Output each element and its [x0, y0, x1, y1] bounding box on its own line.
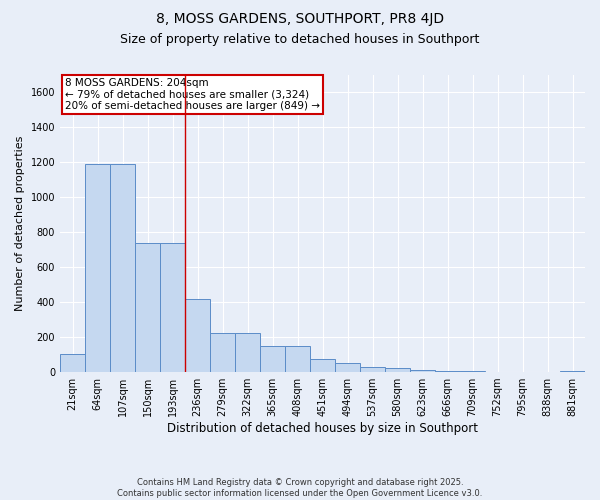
Bar [185, 298, 210, 372]
Bar [335, 364, 360, 372]
Y-axis label: Number of detached properties: Number of detached properties [15, 136, 25, 311]
Bar [360, 367, 385, 372]
Bar [235, 333, 260, 372]
Text: Contains HM Land Registry data © Crown copyright and database right 2025.
Contai: Contains HM Land Registry data © Crown c… [118, 478, 482, 498]
Bar [160, 243, 185, 372]
Bar [60, 354, 85, 372]
Text: Size of property relative to detached houses in Southport: Size of property relative to detached ho… [121, 32, 479, 46]
Bar [85, 164, 110, 372]
Bar [410, 370, 435, 372]
Text: 8 MOSS GARDENS: 204sqm
← 79% of detached houses are smaller (3,324)
20% of semi-: 8 MOSS GARDENS: 204sqm ← 79% of detached… [65, 78, 320, 111]
Bar [560, 370, 585, 372]
Text: 8, MOSS GARDENS, SOUTHPORT, PR8 4JD: 8, MOSS GARDENS, SOUTHPORT, PR8 4JD [156, 12, 444, 26]
X-axis label: Distribution of detached houses by size in Southport: Distribution of detached houses by size … [167, 422, 478, 435]
Bar [110, 164, 135, 372]
Bar [310, 359, 335, 372]
Bar [460, 371, 485, 372]
Bar [285, 346, 310, 372]
Bar [210, 333, 235, 372]
Bar [385, 368, 410, 372]
Bar [135, 243, 160, 372]
Bar [435, 370, 460, 372]
Bar [260, 346, 285, 372]
